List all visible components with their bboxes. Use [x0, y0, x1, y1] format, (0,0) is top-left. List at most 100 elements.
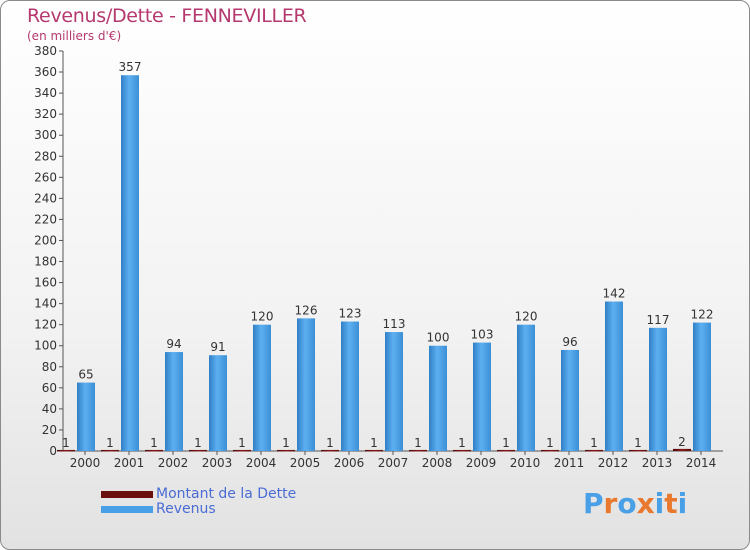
y-tick-label: 240	[34, 191, 57, 205]
y-tick-label: 120	[34, 318, 57, 332]
x-tick-label: 2010	[510, 456, 541, 470]
data-label-dette: 1	[150, 436, 158, 450]
data-label-dette: 1	[370, 436, 378, 450]
logo-letter: x	[636, 487, 655, 520]
data-label-revenus: 65	[78, 368, 93, 382]
data-label-revenus: 117	[647, 313, 670, 327]
data-label-dette: 1	[62, 436, 70, 450]
x-tick-label: 2007	[378, 456, 409, 470]
x-tick-label: 2012	[598, 456, 629, 470]
y-tick-label: 60	[42, 381, 57, 395]
data-label-dette: 1	[194, 436, 202, 450]
x-tick-label: 2006	[334, 456, 365, 470]
bar-dette	[57, 449, 75, 452]
bar-dette	[409, 449, 427, 452]
x-tick-label: 2004	[246, 456, 277, 470]
y-tick-label: 0	[49, 444, 57, 458]
logo-letter: i	[654, 487, 665, 520]
data-label-dette: 1	[458, 436, 466, 450]
y-tick-label: 340	[34, 86, 57, 100]
data-label-revenus: 96	[562, 335, 577, 349]
bar-dette	[585, 449, 603, 452]
logo-letter: i	[677, 487, 688, 520]
bar-revenus	[605, 301, 623, 451]
chart-title: Revenus/Dette - FENNEVILLER	[27, 5, 307, 27]
bar-revenus	[165, 352, 183, 451]
data-label-dette: 1	[282, 436, 290, 450]
y-tick-label: 180	[34, 255, 57, 269]
data-label-revenus: 91	[210, 340, 225, 354]
data-label-revenus: 113	[383, 317, 406, 331]
bar-revenus	[517, 324, 535, 451]
y-tick-label: 280	[34, 149, 57, 163]
bar-dette	[233, 449, 251, 452]
bar-revenus	[429, 345, 447, 451]
y-tick-label: 260	[34, 170, 57, 184]
x-tick-label: 2008	[422, 456, 453, 470]
y-tick-label: 160	[34, 276, 57, 290]
x-tick-label: 2011	[554, 456, 585, 470]
data-label-dette: 1	[326, 436, 334, 450]
y-tick-label: 220	[34, 212, 57, 226]
x-tick-label: 2014	[686, 456, 717, 470]
x-tick-label: 2003	[202, 456, 233, 470]
proxiti-logo: Proxiti	[583, 487, 687, 520]
bar-dette	[145, 449, 163, 452]
legend-swatch-revenus	[101, 506, 153, 513]
data-label-revenus: 123	[339, 307, 362, 321]
data-label-revenus: 120	[251, 310, 274, 324]
bar-dette	[453, 449, 471, 452]
logo-letter: P	[583, 487, 604, 520]
bar-revenus	[209, 355, 227, 451]
y-tick-label: 300	[34, 128, 57, 142]
bar-dette	[497, 449, 515, 452]
data-label-revenus: 142	[603, 287, 626, 301]
legend-swatch-dette	[101, 491, 153, 498]
bar-revenus	[341, 321, 359, 451]
data-label-dette: 2	[678, 435, 686, 449]
y-tick-label: 140	[34, 297, 57, 311]
data-label-revenus: 357	[119, 60, 142, 74]
data-label-dette: 1	[414, 436, 422, 450]
bar-dette	[365, 449, 383, 452]
logo-letter: o	[617, 487, 637, 520]
bar-revenus	[121, 75, 139, 452]
bar-revenus	[77, 382, 95, 451]
x-tick-label: 2002	[158, 456, 189, 470]
y-tick-label: 20	[42, 423, 57, 437]
data-label-dette: 1	[106, 436, 114, 450]
logo-letter: r	[603, 487, 618, 520]
bar-dette	[541, 449, 559, 452]
x-tick-label: 2013	[642, 456, 673, 470]
bar-dette	[189, 449, 207, 452]
data-label-dette: 1	[238, 436, 246, 450]
bar-dette	[277, 449, 295, 452]
bar-revenus	[693, 322, 711, 451]
bar-revenus	[385, 332, 403, 451]
data-label-dette: 1	[590, 436, 598, 450]
data-label-dette: 1	[502, 436, 510, 450]
data-label-dette: 1	[546, 436, 554, 450]
legend-label-dette: Montant de la Dette	[156, 486, 297, 502]
x-tick-label: 2005	[290, 456, 321, 470]
logo-letter: t	[664, 487, 678, 520]
x-tick-label: 2009	[466, 456, 497, 470]
bar-revenus	[473, 342, 491, 451]
y-tick-label: 80	[42, 360, 57, 374]
legend-label-revenus: Revenus	[156, 501, 216, 517]
data-label-revenus: 120	[515, 310, 538, 324]
bar-dette	[101, 449, 119, 452]
data-label-revenus: 126	[295, 303, 318, 317]
x-tick-label: 2001	[114, 456, 145, 470]
bar-dette	[321, 449, 339, 452]
bar-revenus	[561, 349, 579, 451]
data-label-revenus: 100	[427, 331, 450, 345]
chart-subtitle: (en milliers d'€)	[27, 29, 122, 43]
y-tick-label: 320	[34, 107, 57, 121]
y-tick-label: 380	[34, 44, 57, 58]
data-label-dette: 1	[634, 436, 642, 450]
data-label-revenus: 103	[471, 328, 494, 342]
bar-revenus	[297, 318, 315, 451]
bar-revenus	[253, 324, 271, 451]
